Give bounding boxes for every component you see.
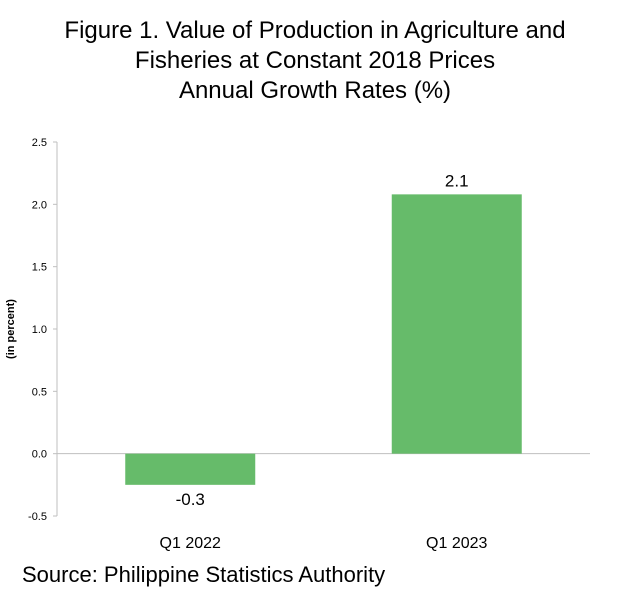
- bar-chart: -0.5 0.0 0.5 1.0 1.5 2.0 2.5 (in percent) -0.3 Q1…: [5, 137, 590, 552]
- chart-title-line-2: Fisheries at Constant 2018 Prices: [134, 47, 496, 74]
- source-note: Source: Philippine Statistics Authority: [22, 562, 386, 587]
- chart-title-line-3: Annual Growth Rates (%): [178, 77, 452, 104]
- chart-title: Figure 1. Value of Production in Agricul…: [0, 16, 630, 106]
- data-label: 2.1: [445, 171, 469, 190]
- y-tick-label: 0.5: [32, 386, 47, 398]
- bar-q1-2022: [125, 453, 256, 485]
- y-tick-label: 0.0: [32, 449, 47, 461]
- bar-q1-2023: [391, 194, 522, 454]
- x-tick-label: Q1 2022: [160, 535, 221, 552]
- y-tick-label: 1.5: [32, 262, 47, 274]
- y-tick-label: 2.5: [32, 137, 47, 149]
- y-tick-label: 2.0: [32, 199, 47, 211]
- x-tick-label: Q1 2023: [426, 535, 487, 552]
- y-tick-label: 1.0: [32, 324, 47, 336]
- data-label: -0.3: [176, 490, 205, 509]
- y-tick-label: -0.5: [28, 511, 47, 523]
- y-axis-title: (in percent): [5, 299, 17, 359]
- chart-title-line-1: Figure 1. Value of Production in Agricul…: [64, 17, 566, 44]
